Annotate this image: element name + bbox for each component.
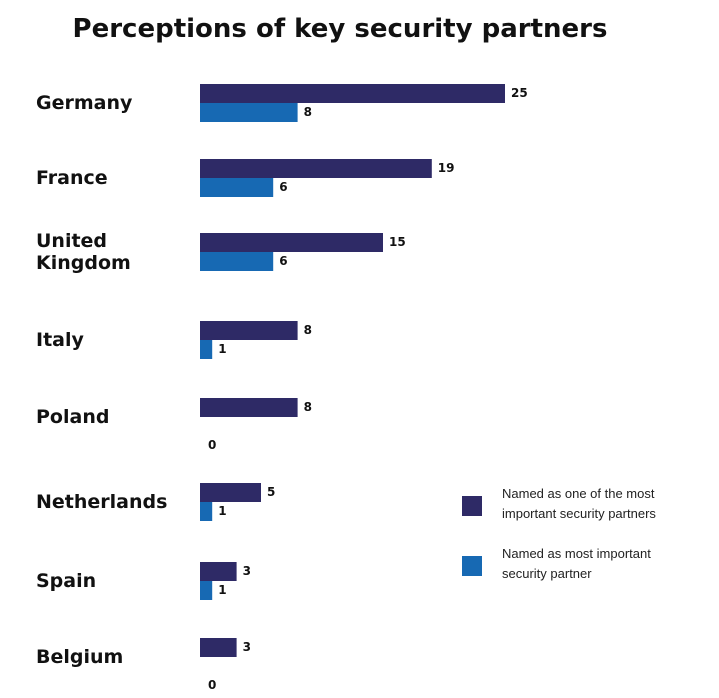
legend-item: Named as most important security partner [462,544,702,604]
category-label: Spain [36,570,96,592]
legend-label: Named as most important security partner [502,546,651,581]
bar [200,159,432,178]
category-label: Italy [36,329,84,351]
bar [200,178,274,197]
legend: Named as one of the most important securi… [462,484,702,604]
data-label: 1 [218,583,226,597]
bar [200,398,298,417]
category-label: Poland [36,406,109,428]
data-label: 19 [438,161,455,175]
legend-item: Named as one of the most important securi… [462,484,702,544]
category-label: Netherlands [36,491,167,513]
data-label: 15 [389,235,406,249]
data-label: 8 [304,105,312,119]
bar [200,321,298,340]
category-label-line: Netherlands [36,491,167,513]
legend-swatch [462,496,482,516]
bar [200,638,237,657]
bar [200,84,505,103]
data-label: 5 [267,485,275,499]
category-label-line: Belgium [36,646,123,668]
data-label: 6 [279,180,287,194]
bar [200,581,213,600]
legend-swatch [462,556,482,576]
category-label: Belgium [36,646,123,668]
category-label-line: United [36,230,107,252]
bar [200,483,261,502]
data-label: 8 [304,323,312,337]
category-label-line: Poland [36,406,109,428]
legend-label: Named as one of the most important securi… [502,486,656,521]
bar [200,252,274,271]
data-label: 1 [218,504,226,518]
data-label: 8 [304,400,312,414]
bar [200,562,237,581]
category-label-line: Germany [36,92,133,114]
category-label: France [36,167,108,189]
data-label: 3 [243,564,251,578]
chart-title: Perceptions of key security partners [72,14,608,44]
category-label-line: France [36,167,108,189]
data-label: 0 [208,438,216,452]
data-label: 1 [218,342,226,356]
bar [200,502,213,521]
bar [200,103,298,122]
category-label-line: Kingdom [36,252,131,274]
data-label: 25 [511,86,528,100]
category-label: United Kingdom [36,230,131,274]
data-label: 3 [243,640,251,654]
category-label-line: Italy [36,329,84,351]
data-label: 0 [208,678,216,692]
bar [200,233,383,252]
category-label-line: Spain [36,570,96,592]
data-label: 6 [279,254,287,268]
bar [200,340,213,359]
category-label: Germany [36,92,133,114]
